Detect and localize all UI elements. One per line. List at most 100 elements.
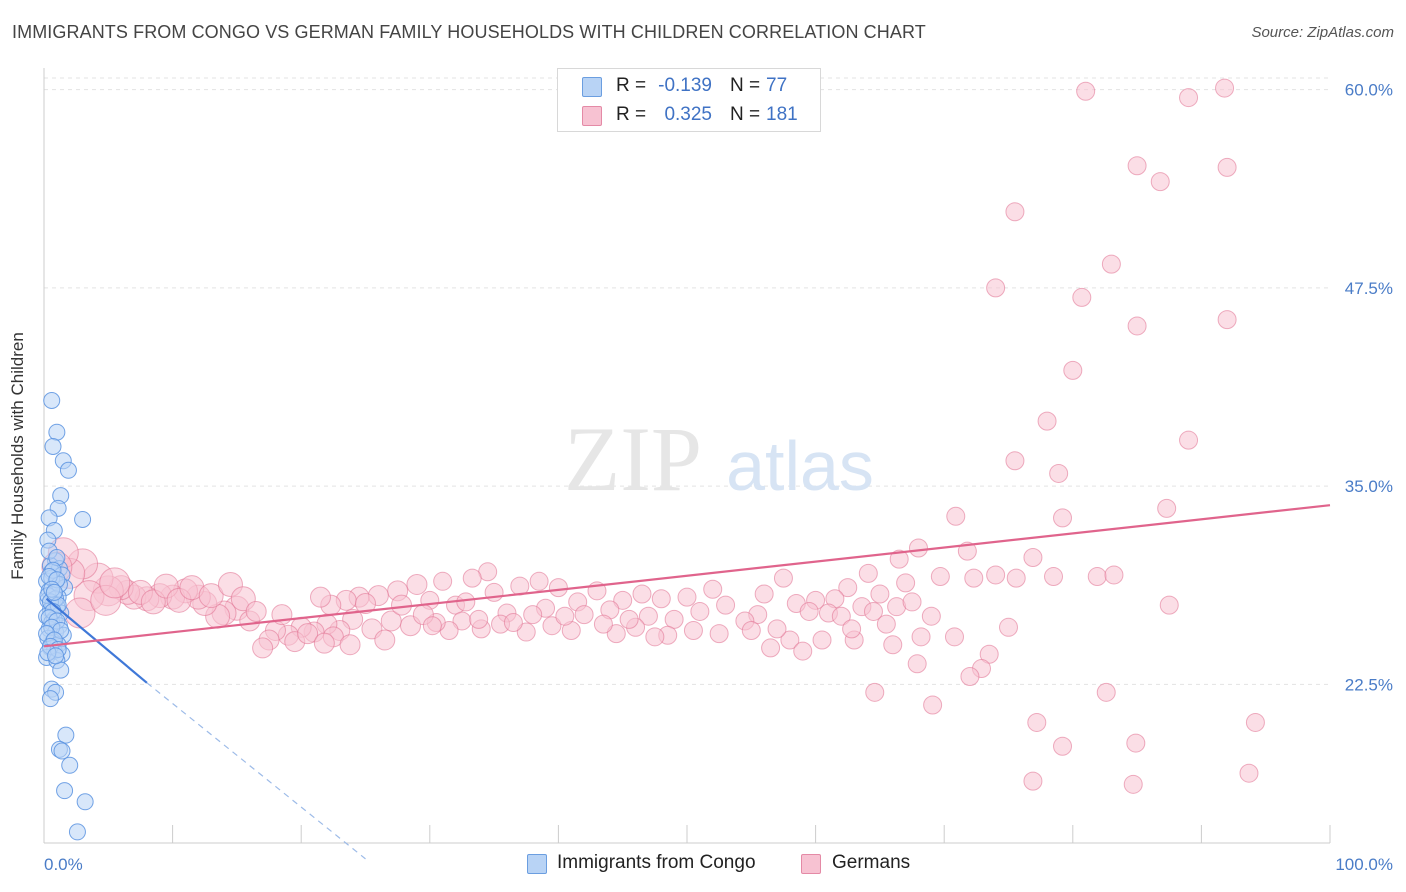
germans-point (911, 627, 931, 647)
germans-point (957, 541, 977, 561)
axes (43, 68, 1331, 844)
germans-point (923, 695, 943, 715)
germans-point (309, 586, 331, 608)
y-tick-label: 22.5% (1345, 675, 1393, 694)
germans-point (1127, 316, 1147, 336)
legend-swatch-germans (582, 106, 602, 126)
watermark: ZIP atlas (564, 408, 874, 510)
germans-point (865, 682, 885, 702)
legend-row-congo: R = -0.139 N = 77 (558, 72, 820, 102)
congo-point (74, 510, 92, 528)
germans-point (391, 594, 413, 616)
germans-point (613, 590, 633, 610)
germans-point (1123, 774, 1143, 794)
germans-point (754, 584, 774, 604)
germans-point (863, 601, 883, 621)
legend-label-germans: Germans (832, 852, 911, 873)
x-tick-label: 100.0% (1335, 855, 1393, 874)
germans-point (313, 632, 335, 654)
germans-point (773, 568, 793, 588)
germans-point (741, 620, 761, 640)
germans-point (516, 622, 536, 642)
germans-point (606, 624, 626, 644)
germans-point (632, 584, 652, 604)
germans-point (986, 565, 1006, 585)
germans-point (1027, 712, 1047, 732)
y-tick-label: 47.5% (1345, 279, 1393, 298)
germans-point (1179, 430, 1199, 450)
germans-point (812, 630, 832, 650)
germans-point (677, 587, 697, 607)
germans-point (1053, 508, 1073, 528)
germans-point (456, 592, 476, 612)
legend-row-germans: R = 0.325 N = 181 (558, 101, 820, 131)
congo-points (38, 392, 94, 841)
legend-label-congo: Immigrants from Congo (557, 852, 756, 873)
legend-n-value: 181 (766, 104, 798, 125)
germans-point (1101, 254, 1121, 274)
germans-point (469, 609, 489, 629)
germans-point (1044, 567, 1064, 587)
germans-point (1127, 156, 1147, 176)
germans-point (645, 627, 665, 647)
germans-point (842, 619, 862, 639)
germans-point (683, 620, 703, 640)
germans-point (1239, 763, 1259, 783)
legend-n-label: N = (730, 75, 761, 96)
germans-point (1157, 498, 1177, 518)
germans-point (876, 614, 896, 634)
legend-n-value: 77 (766, 75, 788, 96)
germans-point (1005, 451, 1025, 471)
legend-r-label: R = (616, 75, 647, 96)
germans-point (433, 571, 453, 591)
chart-source: Source: ZipAtlas.com (1251, 24, 1394, 41)
germans-point (780, 630, 800, 650)
germans-point (555, 606, 575, 626)
germans-point (297, 623, 319, 645)
watermark-atlas: atlas (726, 427, 874, 505)
congo-point (45, 583, 63, 601)
germans-point (703, 579, 723, 599)
germans-point (355, 593, 376, 615)
germans-point (1087, 567, 1107, 587)
germans-point (1049, 463, 1069, 483)
congo-trend-extension (146, 682, 366, 860)
germans-point (960, 666, 980, 686)
germans-point (799, 601, 819, 621)
germans-point (1076, 81, 1096, 101)
y-tick-label: 35.0% (1345, 477, 1393, 496)
germans-point (1023, 548, 1043, 568)
germans-point (858, 563, 878, 583)
germans-point (793, 641, 813, 661)
x-tick-labels: 0.0% 100.0% (44, 855, 1393, 874)
germans-point (374, 629, 396, 651)
germans-point (999, 617, 1018, 637)
germans-point (245, 600, 267, 622)
germans-point (889, 549, 909, 569)
y-tick-label: 60.0% (1345, 81, 1393, 100)
germans-point (1215, 78, 1235, 98)
congo-point (53, 742, 71, 760)
germans-point (946, 506, 966, 526)
germans-point (709, 624, 729, 644)
congo-point (43, 392, 61, 410)
congo-point (48, 423, 66, 441)
congo-point (56, 782, 74, 800)
congo-point (76, 793, 94, 811)
germans-point (930, 567, 950, 587)
legend-r-value: 0.325 (664, 104, 712, 125)
germans-point (870, 584, 890, 604)
germans-point (574, 605, 594, 625)
stats-legend: R = -0.139 N = 77 R = 0.325 N = 181 (557, 68, 821, 132)
germans-point (1023, 771, 1043, 791)
germans-point (761, 638, 781, 658)
germans-point (1072, 287, 1092, 307)
germans-point (339, 634, 361, 656)
y-tick-labels: 22.5% 35.0% 47.5% 60.0% (1345, 81, 1393, 695)
legend-n-label: N = (730, 104, 761, 125)
germans-point (1104, 565, 1124, 585)
germans-points (41, 78, 1265, 794)
germans-point (1053, 736, 1073, 756)
congo-point (57, 726, 75, 744)
germans-point (1159, 595, 1179, 615)
